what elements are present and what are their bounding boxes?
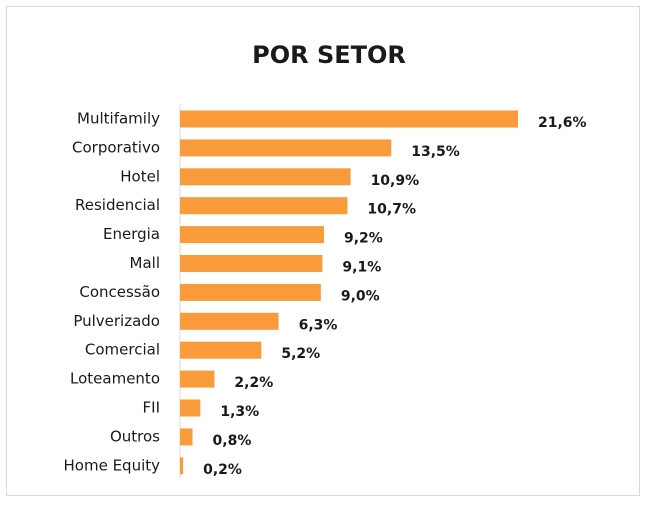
value-label: 2,2% xyxy=(234,375,273,391)
category-label: Energia xyxy=(103,225,160,243)
category-label: Home Equity xyxy=(64,456,161,474)
value-label: 9,2% xyxy=(344,231,383,247)
category-label: Hotel xyxy=(120,167,160,185)
value-label: 13,5% xyxy=(411,144,460,160)
value-label: 0,2% xyxy=(203,462,242,478)
bar xyxy=(180,139,392,157)
value-label: 9,0% xyxy=(341,288,380,304)
bar xyxy=(180,370,215,388)
bar xyxy=(180,226,324,244)
bar xyxy=(180,168,351,186)
bar xyxy=(180,110,518,128)
category-label: Residencial xyxy=(75,196,160,214)
chart-title: POR SETOR xyxy=(252,41,406,69)
bar xyxy=(180,457,184,475)
value-label: 9,1% xyxy=(342,260,381,276)
category-label: Multifamily xyxy=(77,110,160,128)
value-label: 6,3% xyxy=(299,317,338,333)
category-label: FII xyxy=(143,399,160,417)
bar xyxy=(180,341,262,359)
category-label: Pulverizado xyxy=(73,312,160,330)
value-label: 5,2% xyxy=(281,346,320,362)
value-label: 21,6% xyxy=(538,115,587,131)
category-label: Comercial xyxy=(85,341,160,359)
bar xyxy=(180,255,323,272)
value-label: 10,9% xyxy=(371,173,420,189)
category-label: Mall xyxy=(130,254,160,272)
chart-frame xyxy=(6,6,640,496)
bar xyxy=(180,428,193,446)
category-label: Outros xyxy=(110,427,160,445)
value-label: 1,3% xyxy=(220,404,259,420)
bar xyxy=(180,197,348,215)
bar xyxy=(180,283,321,301)
value-label: 0,8% xyxy=(213,433,252,449)
bar xyxy=(180,399,201,417)
bar xyxy=(180,312,279,330)
category-label: Concessão xyxy=(79,283,160,301)
value-label: 10,7% xyxy=(367,202,416,218)
category-label: Corporativo xyxy=(72,138,160,156)
category-label: Loteamento xyxy=(70,370,160,388)
